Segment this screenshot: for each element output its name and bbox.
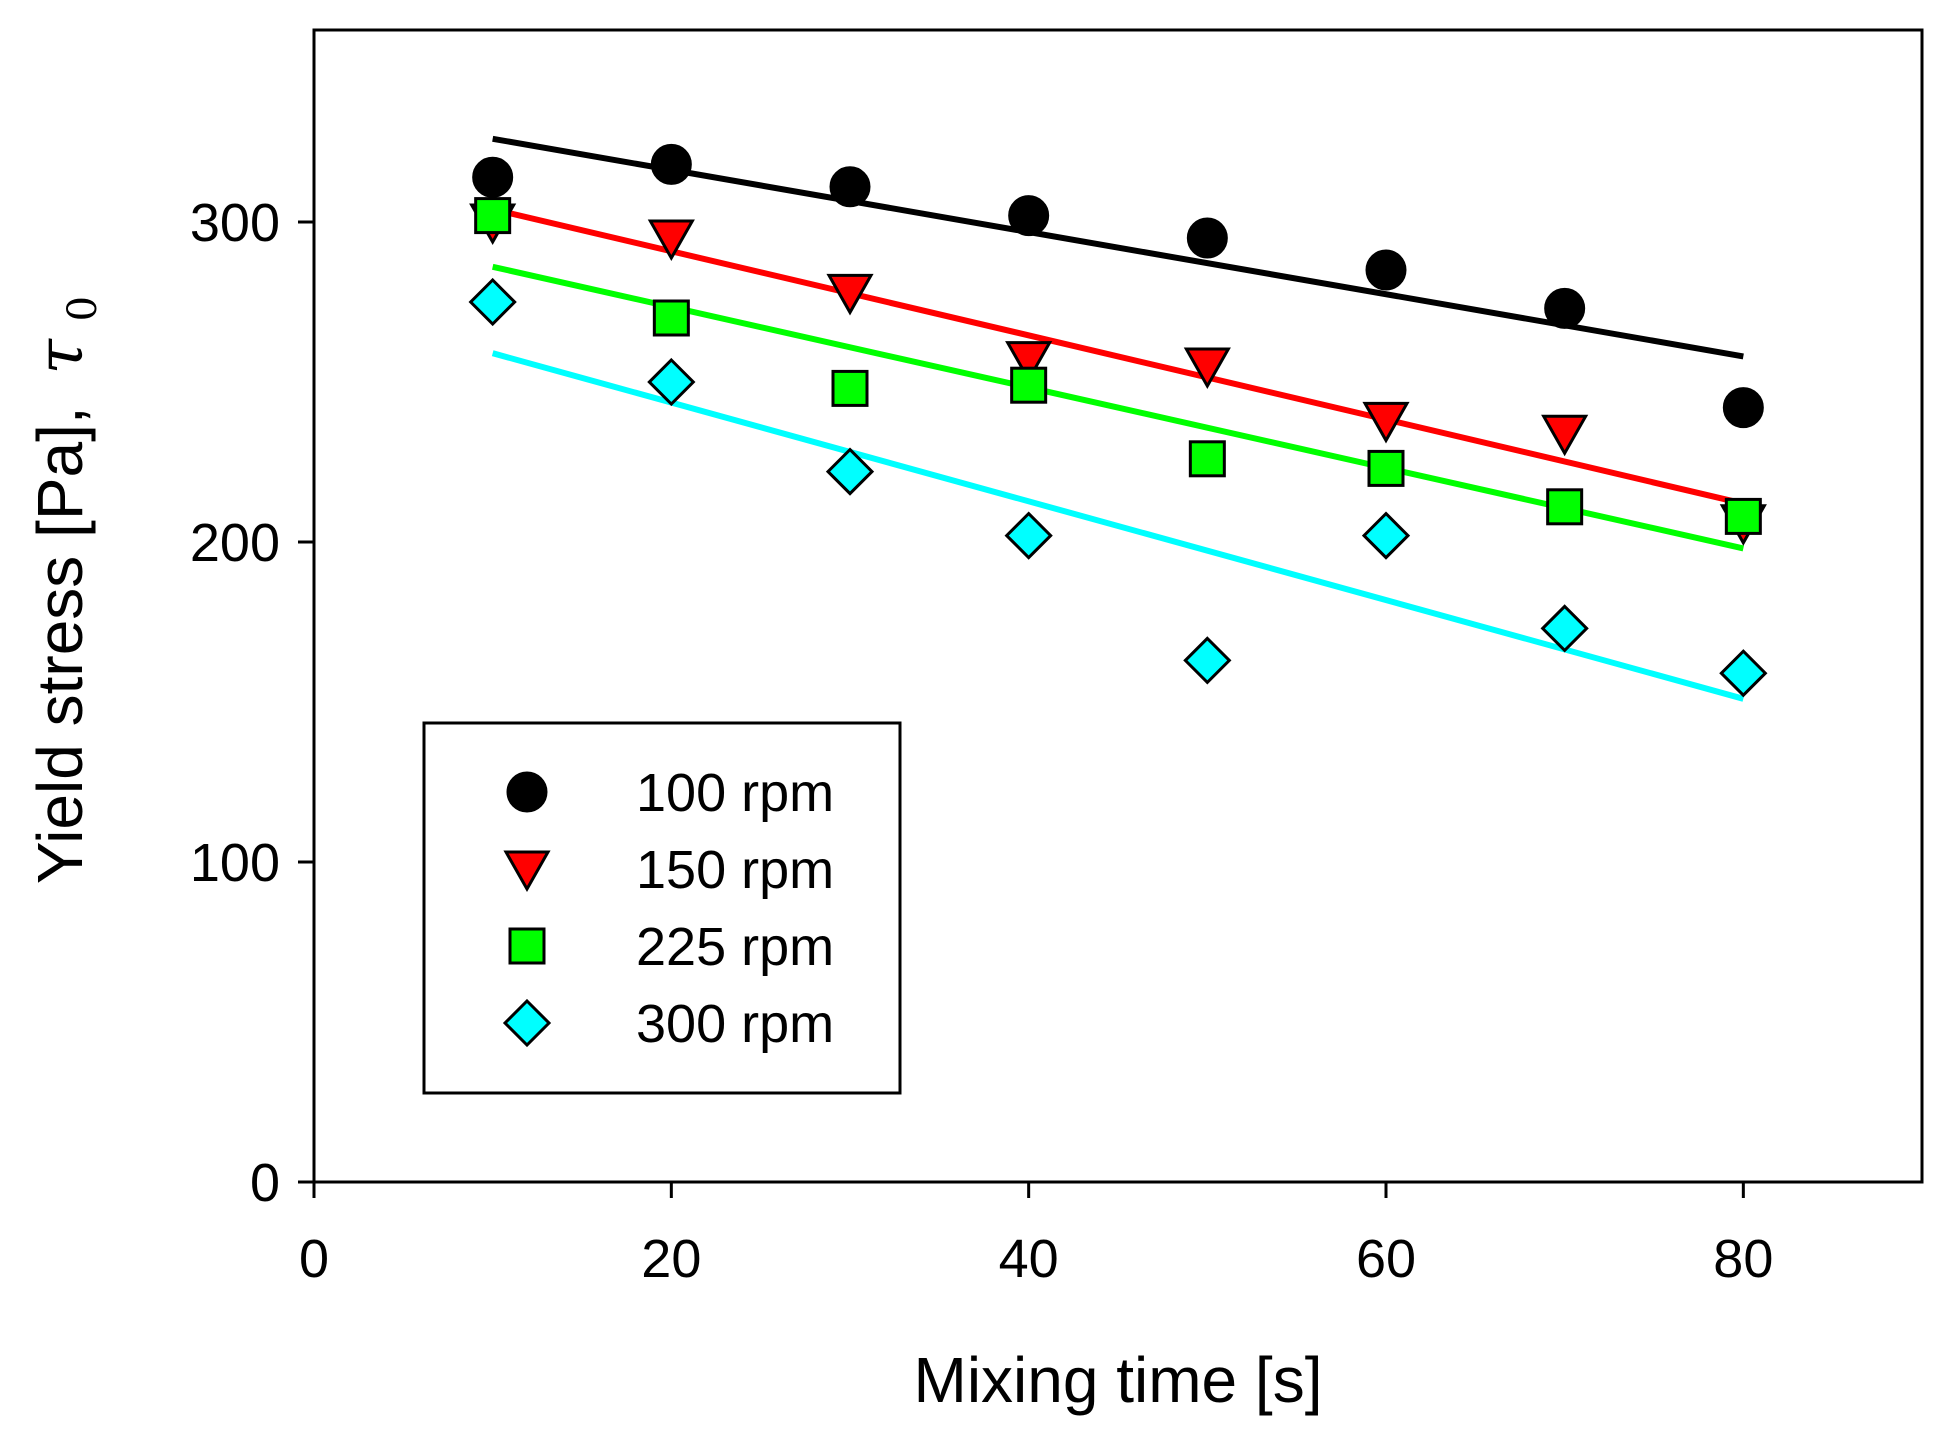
data-point-300-rpm bbox=[1004, 511, 1053, 560]
data-point-100-rpm bbox=[829, 166, 871, 208]
data-point-225-rpm bbox=[831, 369, 869, 407]
data-point-225-rpm bbox=[1724, 497, 1762, 535]
data-point-300-rpm bbox=[1361, 511, 1411, 560]
data-point-225-rpm bbox=[474, 197, 512, 235]
data-point-300-rpm bbox=[1719, 649, 1768, 698]
x-tick-label: 20 bbox=[641, 1229, 701, 1289]
data-point-150-rpm bbox=[1183, 347, 1231, 390]
data-point-100-rpm bbox=[1186, 217, 1228, 259]
data-point-300-rpm bbox=[825, 447, 875, 496]
data-point-225-rpm bbox=[1546, 488, 1584, 526]
data-point-300-rpm bbox=[1540, 604, 1589, 653]
legend-label: 100 rpm bbox=[636, 763, 834, 823]
y-axis-title-group: Yield stress [Pa], τ 0 bbox=[24, 296, 106, 884]
x-axis-ticks: 0 20 40 60 80 bbox=[299, 1182, 1773, 1289]
y-tick-label: 300 bbox=[190, 193, 280, 253]
data-point-225-rpm bbox=[1367, 449, 1405, 487]
data-point-225-rpm bbox=[1010, 366, 1048, 404]
x-tick-label: 0 bbox=[299, 1229, 329, 1289]
x-tick-label: 40 bbox=[999, 1229, 1059, 1289]
fit-line-225-rpm bbox=[492, 263, 1744, 552]
plot-frame bbox=[312, 28, 1924, 1184]
y-axis-title: Yield stress [Pa], τ 0 bbox=[24, 296, 106, 884]
x-axis-title: Mixing time [s] bbox=[914, 1344, 1323, 1416]
x-tick-label: 80 bbox=[1713, 1229, 1773, 1289]
y-tick-label: 0 bbox=[250, 1153, 280, 1213]
legend-label: 225 rpm bbox=[636, 917, 834, 977]
y-axis-title-symbol: τ bbox=[24, 338, 98, 375]
data-point-100-rpm bbox=[1722, 387, 1764, 429]
legend-marker-150-rpm bbox=[503, 850, 551, 893]
y-tick-label: 200 bbox=[190, 513, 280, 573]
y-tick-label: 100 bbox=[190, 833, 280, 893]
fit-line-150-rpm bbox=[491, 206, 1745, 507]
y-axis-title-text: Yield stress [Pa], bbox=[24, 406, 96, 884]
data-point-300-rpm bbox=[1183, 636, 1232, 685]
y-axis-title-subscript: 0 bbox=[60, 296, 106, 321]
data-point-100-rpm bbox=[1365, 249, 1407, 291]
data-point-100-rpm bbox=[1008, 195, 1050, 237]
legend-label: 150 rpm bbox=[636, 840, 834, 900]
data-point-225-rpm bbox=[1188, 440, 1226, 478]
data-point-150-rpm bbox=[826, 273, 874, 316]
data-point-300-rpm bbox=[468, 277, 517, 327]
legend: 100 rpm 150 rpm 225 rpm 300 rpm bbox=[422, 721, 902, 1095]
data-point-100-rpm bbox=[650, 143, 692, 185]
data-point-300-rpm bbox=[647, 357, 696, 407]
legend-marker-225-rpm bbox=[508, 927, 546, 965]
data-point-150-rpm bbox=[1005, 341, 1053, 383]
legend-box bbox=[422, 721, 902, 1095]
legend-marker-100-rpm bbox=[506, 771, 548, 813]
data-point-100-rpm bbox=[472, 156, 514, 198]
data-point-150-rpm bbox=[1362, 401, 1410, 444]
fit-lines bbox=[491, 135, 1745, 702]
y-axis-ticks: 0 100 200 300 bbox=[190, 193, 314, 1213]
x-tick-label: 60 bbox=[1356, 1229, 1416, 1289]
data-point-150-rpm bbox=[647, 219, 695, 262]
data-point-150-rpm bbox=[1541, 414, 1589, 457]
fit-line-300-rpm bbox=[491, 350, 1745, 702]
data-point-225-rpm bbox=[652, 299, 690, 337]
data-markers bbox=[468, 143, 1768, 698]
fit-line-100-rpm bbox=[492, 135, 1744, 360]
legend-marker-300-rpm bbox=[502, 998, 552, 1048]
data-point-100-rpm bbox=[1544, 287, 1586, 329]
legend-label: 300 rpm bbox=[636, 994, 834, 1054]
